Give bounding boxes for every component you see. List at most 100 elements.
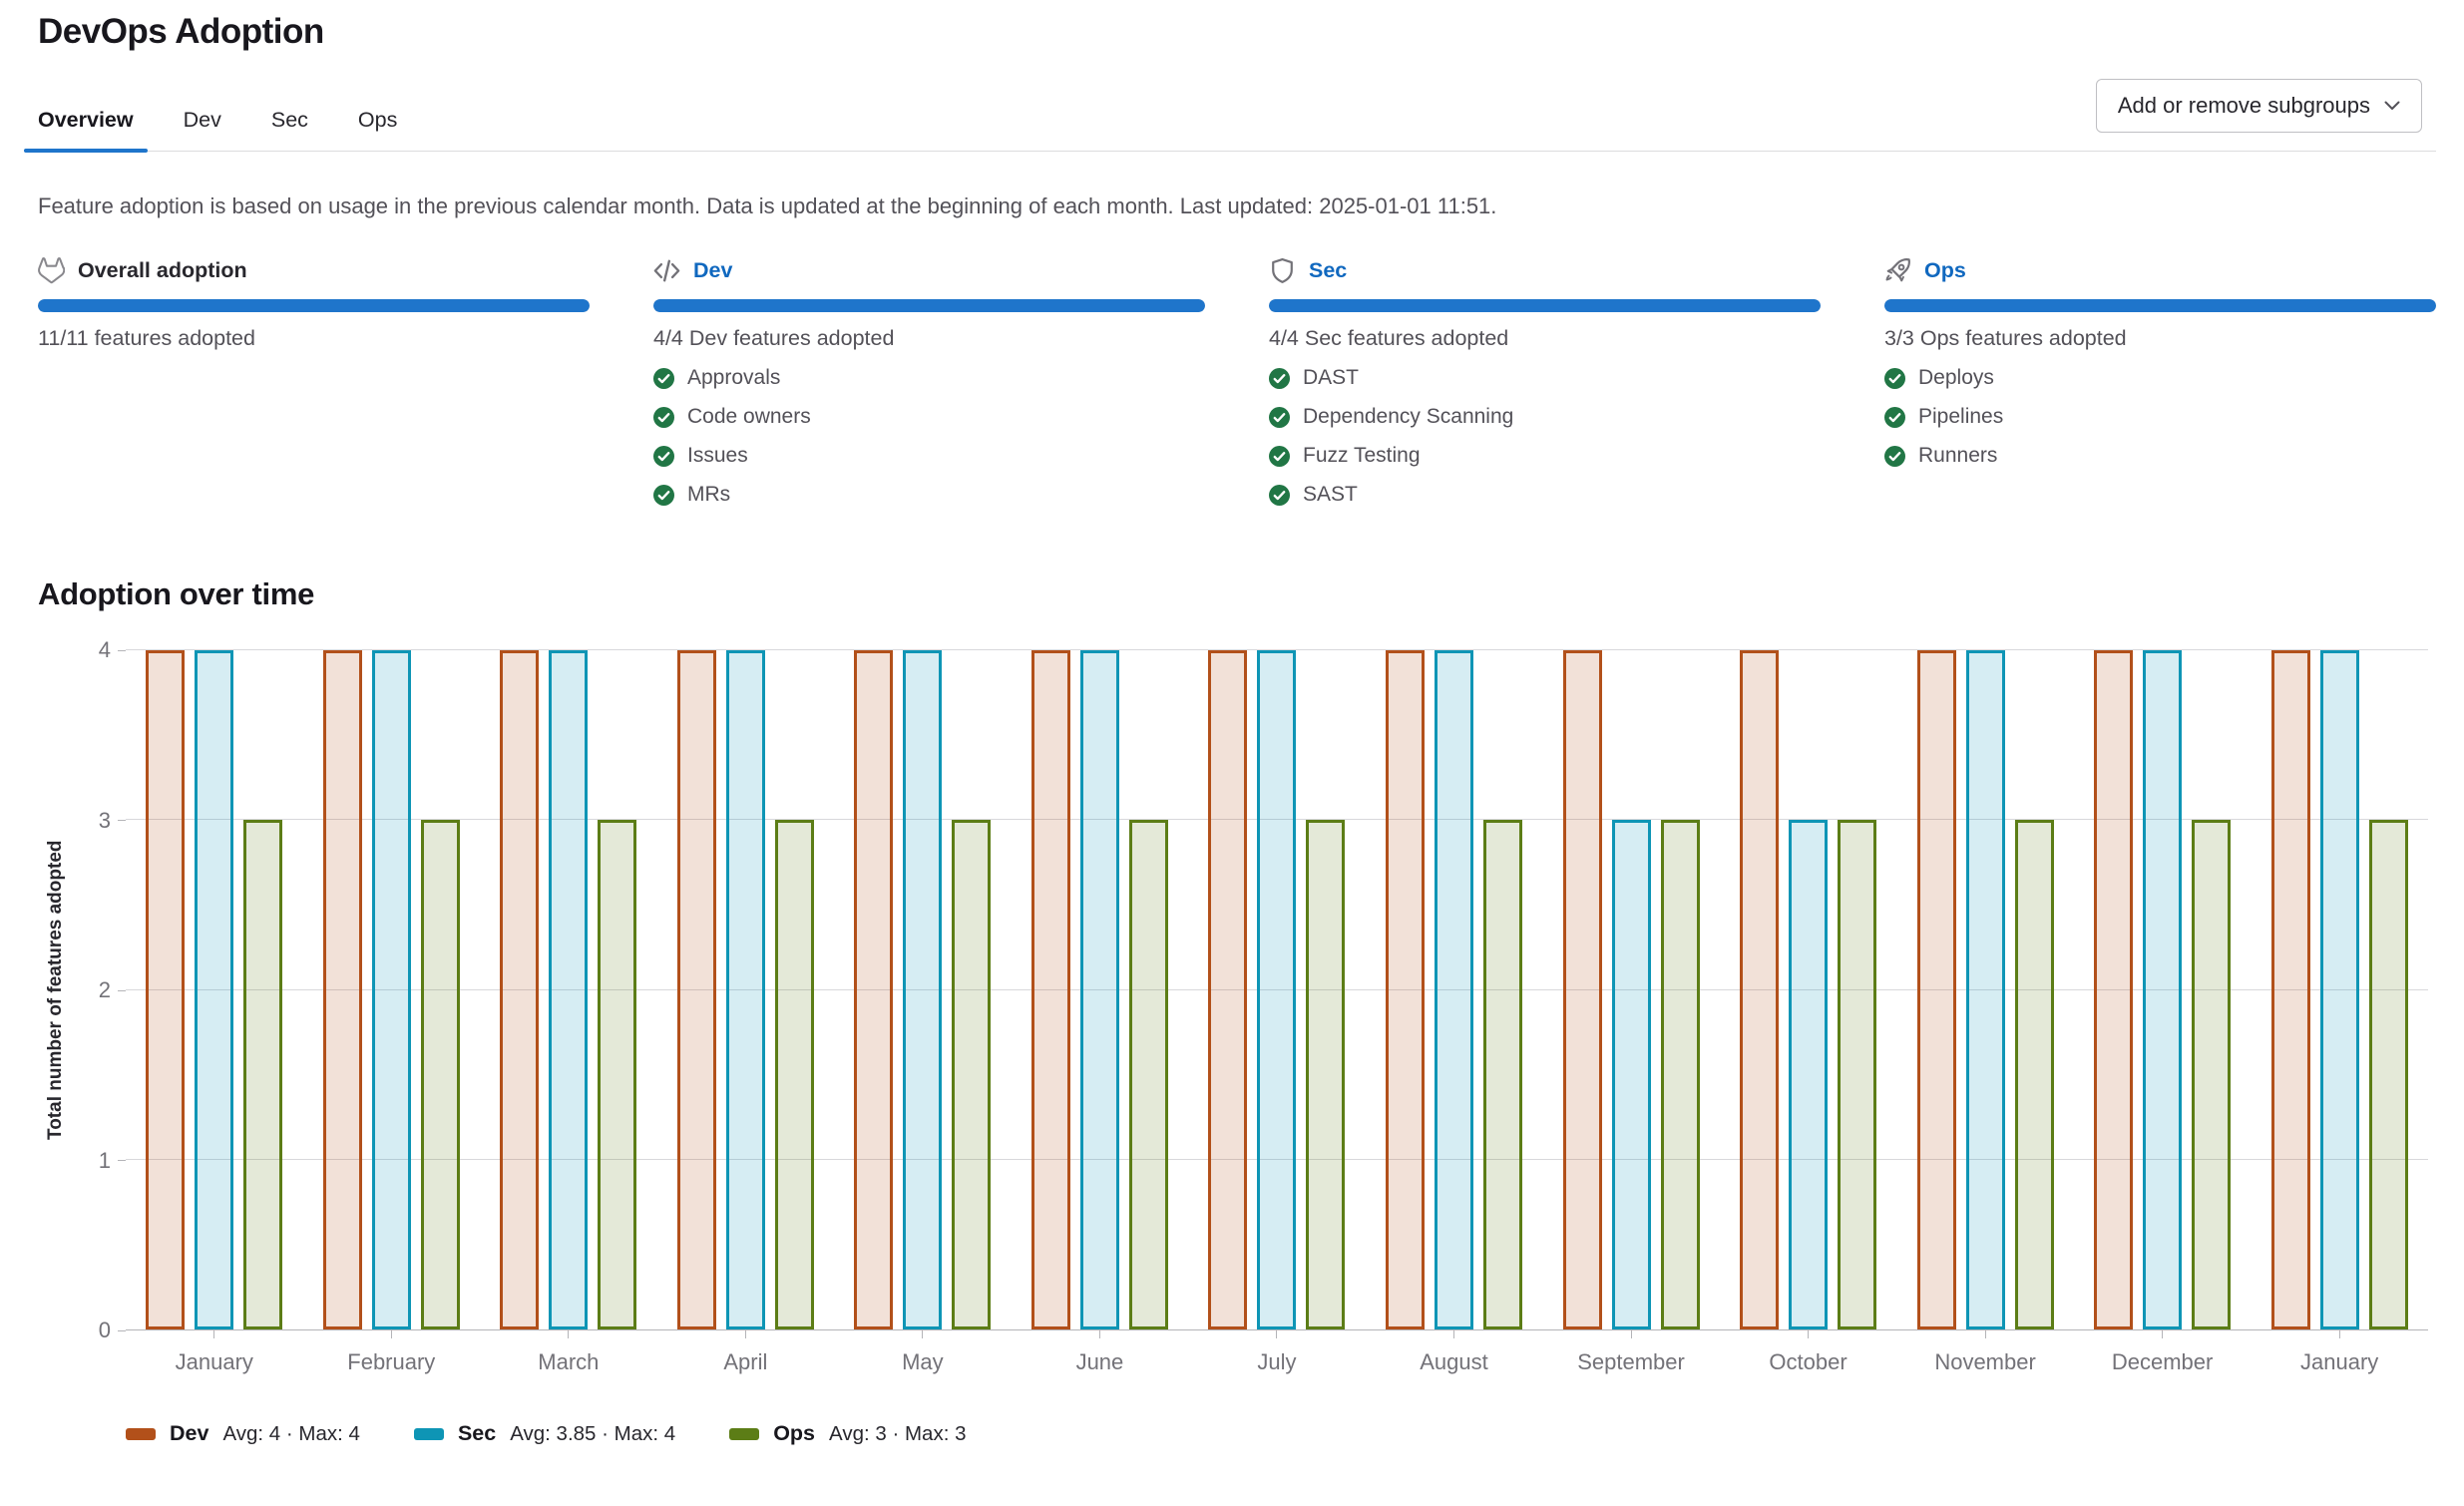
tab-dev[interactable]: Dev	[170, 80, 235, 151]
sec-bar	[2320, 650, 2359, 1329]
x-axis-cell: May	[834, 1330, 1012, 1375]
bar-group-january-0	[126, 650, 303, 1329]
x-tick-mark	[391, 1330, 392, 1338]
progress-bar-overall	[38, 299, 590, 312]
x-tick-label: September	[1577, 1349, 1685, 1375]
chevron-down-icon	[2384, 101, 2400, 111]
ops-bar	[1129, 820, 1168, 1329]
legend-item-sec[interactable]: SecAvg: 3.85 · Max: 4	[414, 1421, 675, 1446]
card-header: Dev	[653, 257, 1205, 284]
adopted-count-ops: 3/3 Ops features adopted	[1884, 326, 2436, 351]
tanuki-icon	[38, 257, 65, 284]
dev-bar	[1208, 650, 1247, 1329]
dev-bar	[854, 650, 893, 1329]
feature-item: Approvals	[653, 366, 1205, 390]
dev-bar	[146, 650, 185, 1329]
add-or-remove-subgroups-label: Add or remove subgroups	[2118, 93, 2370, 119]
tab-overview[interactable]: Overview	[24, 80, 148, 151]
ops-bar	[2192, 820, 2231, 1329]
tab-ops[interactable]: Ops	[344, 80, 411, 151]
devops-adoption-page: DevOps Adoption Overview Dev Sec Ops Add…	[0, 0, 2464, 1446]
dev-bar	[1917, 650, 1956, 1329]
legend-item-dev[interactable]: DevAvg: 4 · Max: 4	[126, 1421, 360, 1446]
progress-bar-ops	[1884, 299, 2436, 312]
last-updated-info-text: Feature adoption is based on usage in th…	[38, 191, 2436, 221]
y-tick-label: 0	[99, 1318, 111, 1343]
legend-series-stats: Avg: 3 · Max: 3	[829, 1422, 966, 1446]
check-circle-icon	[1884, 446, 1905, 467]
summary-cards: Overall adoption 11/11 features adopted …	[38, 257, 2436, 529]
feature-label: MRs	[687, 483, 730, 507]
bar-group-march-2	[480, 650, 657, 1329]
tab-sec[interactable]: Sec	[257, 80, 322, 151]
x-tick-label: January	[2300, 1349, 2378, 1375]
y-tick-mark	[118, 990, 126, 991]
card-title-link-sec[interactable]: Sec	[1309, 258, 1347, 283]
ops-bar	[243, 820, 282, 1329]
x-tick-label: November	[1934, 1349, 2035, 1375]
dev-bar	[500, 650, 539, 1329]
ops-bar	[1838, 820, 1876, 1329]
adoption-over-time-chart: Total number of features adopted 01234 J…	[38, 650, 2436, 1446]
ops-bar	[1661, 820, 1700, 1329]
dev-bar	[2271, 650, 2310, 1329]
x-tick-mark	[1631, 1330, 1632, 1338]
x-tick-label: April	[723, 1349, 767, 1375]
dev-bar	[323, 650, 362, 1329]
x-tick-label: October	[1769, 1349, 1847, 1375]
legend-series-name: Ops	[773, 1421, 815, 1446]
ops-bar	[952, 820, 991, 1329]
x-axis-labels: JanuaryFebruaryMarchAprilMayJuneJulyAugu…	[126, 1330, 2428, 1375]
x-tick-label: July	[1257, 1349, 1296, 1375]
feature-label: Pipelines	[1918, 405, 2003, 429]
card-title-link-ops[interactable]: Ops	[1924, 258, 1966, 283]
legend-series-name: Dev	[170, 1421, 208, 1446]
feature-item: Runners	[1884, 444, 2436, 468]
sec-bar	[549, 650, 588, 1329]
bar-group-june-5	[1012, 650, 1189, 1329]
summary-card-ops: Ops 3/3 Ops features adopted DeploysPipe…	[1884, 257, 2436, 529]
ops-bar	[421, 820, 460, 1329]
feature-list-sec: DASTDependency ScanningFuzz TestingSAST	[1269, 366, 1821, 507]
bar-group-august-7	[1366, 650, 1543, 1329]
x-axis-cell: April	[657, 1330, 835, 1375]
x-tick-label: June	[1076, 1349, 1124, 1375]
check-circle-icon	[1269, 407, 1290, 428]
bar-group-may-4	[834, 650, 1012, 1329]
y-tick-label: 2	[99, 977, 111, 1003]
y-tick-label: 1	[99, 1148, 111, 1174]
feature-item: SAST	[1269, 483, 1821, 507]
feature-item: Issues	[653, 444, 1205, 468]
x-tick-label: February	[347, 1349, 435, 1375]
bar-group-july-6	[1188, 650, 1366, 1329]
x-tick-mark	[1099, 1330, 1100, 1338]
x-tick-label: March	[538, 1349, 599, 1375]
bar-group-september-8	[1542, 650, 1720, 1329]
sec-bar	[1257, 650, 1296, 1329]
check-circle-icon	[1269, 368, 1290, 389]
feature-label: Dependency Scanning	[1303, 405, 1513, 429]
sec-bar	[1080, 650, 1119, 1329]
legend-series-name: Sec	[458, 1421, 496, 1446]
add-or-remove-subgroups-button[interactable]: Add or remove subgroups	[2096, 79, 2422, 133]
ops-bar	[775, 820, 814, 1329]
sec-bar	[1435, 650, 1473, 1329]
y-axis-labels: 01234	[74, 650, 126, 1330]
chart-plot	[126, 650, 2428, 1330]
card-header: Ops	[1884, 257, 2436, 284]
feature-label: Issues	[687, 444, 748, 468]
progress-bar-dev	[653, 299, 1205, 312]
legend-item-ops[interactable]: Ops Avg: 3 · Max: 3	[729, 1421, 966, 1446]
code-icon	[653, 257, 680, 284]
x-axis-cell: January	[2251, 1330, 2428, 1375]
bar-group-december-11	[2074, 650, 2252, 1329]
x-tick-mark	[2339, 1330, 2340, 1338]
feature-list-ops: DeploysPipelinesRunners	[1884, 366, 2436, 468]
card-header: Overall adoption	[38, 257, 590, 284]
feature-item: DAST	[1269, 366, 1821, 390]
feature-item: MRs	[653, 483, 1205, 507]
feature-item: Code owners	[653, 405, 1205, 429]
card-title-link-dev[interactable]: Dev	[693, 258, 732, 283]
x-tick-mark	[568, 1330, 569, 1338]
x-axis-cell: January	[126, 1330, 303, 1375]
